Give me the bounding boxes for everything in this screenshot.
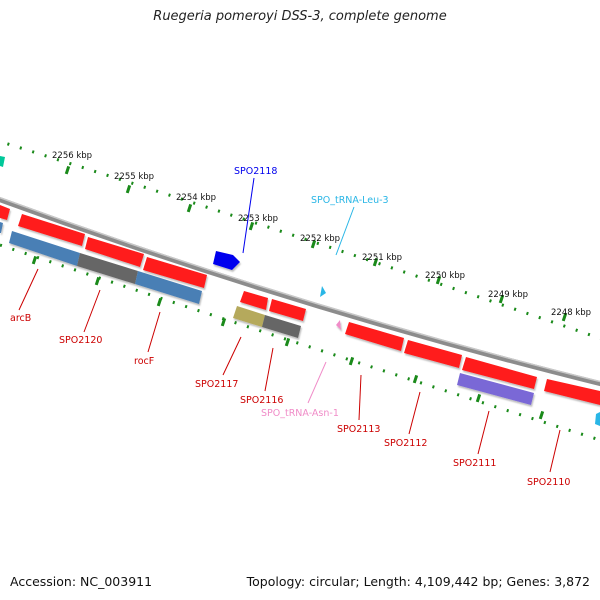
leader-trna-leu3 — [335, 206, 355, 256]
leader-arcb — [18, 268, 39, 311]
inner-tick-6 — [348, 356, 355, 366]
inner-tick-5 — [284, 337, 291, 347]
inner-tick-9 — [538, 410, 545, 420]
label-spo2111[interactable]: SPO2111 — [453, 458, 496, 469]
spo2120-feature-gray[interactable] — [77, 253, 138, 284]
map-title: Ruegeria pomeroyi DSS-3, complete genome — [153, 9, 447, 24]
genome-summary-text: Topology: circular; Length: 4,109,442 bp… — [246, 574, 590, 589]
leader-spo2117 — [222, 336, 242, 376]
leader-spo2111 — [477, 410, 490, 455]
scale-label-2255: 2255 kbp — [114, 172, 154, 182]
label-rocf[interactable]: rocF — [134, 356, 154, 367]
scale-tick-2252 — [310, 239, 317, 249]
spo2117-feature[interactable] — [233, 306, 265, 327]
genome-backbone — [0, 196, 600, 387]
scale-label-2253: 2253 kbp — [238, 214, 278, 224]
gene-spo2116-cds[interactable] — [269, 299, 306, 321]
scale-label-2252: 2252 kbp — [300, 234, 340, 244]
label-spo2112[interactable]: SPO2112 — [384, 438, 427, 449]
gene-rocf-cds[interactable] — [143, 257, 207, 288]
leader-spo2118 — [242, 177, 255, 254]
spo2116-feature[interactable] — [262, 315, 301, 338]
scale-label-2249: 2249 kbp — [488, 290, 528, 300]
scale-label-2248: 2248 kbp — [551, 308, 591, 318]
scale-tick-2250 — [435, 275, 442, 285]
gene-spo2110-cds[interactable] — [544, 379, 600, 405]
label-trna-asn1[interactable]: SPO_tRNA-Asn-1 — [261, 408, 339, 419]
leader-spo2112 — [408, 391, 421, 435]
outer-scale — [0, 139, 600, 340]
trna-leu3-feature[interactable] — [320, 286, 326, 297]
label-trna-leu3[interactable]: SPO_tRNA-Leu-3 — [311, 195, 389, 206]
arcb-feature[interactable] — [0, 222, 3, 233]
gene-spo2117-cds[interactable] — [240, 291, 268, 310]
cyan-gene-edge[interactable] — [595, 412, 600, 426]
inner-tick-8 — [475, 393, 482, 403]
leader-spo2120 — [83, 289, 101, 333]
accession-text: Accession: NC_003911 — [10, 574, 153, 589]
label-spo2116[interactable]: SPO2116 — [240, 395, 283, 406]
leader-spo2110 — [549, 429, 561, 473]
spo2118-gene[interactable] — [213, 251, 240, 270]
scale-label-2251: 2251 kbp — [362, 253, 402, 263]
inner-tick-2 — [94, 276, 101, 286]
label-spo2110[interactable]: SPO2110 — [527, 477, 570, 488]
scale-label-2256: 2256 kbp — [52, 151, 92, 161]
annotation-row — [0, 222, 534, 405]
scale-tick-2256 — [64, 165, 71, 175]
spo2120-feature-blue[interactable] — [9, 231, 80, 266]
inner-tick-4 — [220, 317, 227, 327]
red-gene-row — [0, 205, 600, 405]
leader-spo2116 — [264, 347, 274, 392]
scale-tick-2251 — [372, 257, 379, 267]
inner-scale — [0, 243, 600, 442]
leader-spo2113 — [358, 374, 362, 421]
gene-spo2112-cds[interactable] — [404, 340, 462, 368]
label-spo2120[interactable]: SPO2120 — [59, 335, 102, 346]
label-spo2118[interactable]: SPO2118 — [234, 166, 277, 177]
scale-label-2254: 2254 kbp — [176, 193, 216, 203]
teal-gene-edge[interactable] — [0, 156, 5, 167]
inner-tick-1 — [31, 255, 38, 265]
inner-tick-7 — [412, 374, 419, 384]
label-spo2113[interactable]: SPO2113 — [337, 424, 380, 435]
gene-arcb-prev[interactable] — [0, 205, 10, 220]
leader-trna-asn1 — [307, 361, 327, 404]
gene-spo2111-cds[interactable] — [462, 357, 537, 389]
scale-tick-2254 — [186, 203, 193, 213]
spo2111-feature[interactable] — [457, 373, 534, 405]
scale-tick-2255 — [125, 184, 132, 194]
scale-tick-2253 — [248, 221, 255, 231]
trna-asn1-feature[interactable] — [336, 320, 341, 330]
scale-label-2250: 2250 kbp — [425, 271, 465, 281]
gene-spo2113-cds[interactable] — [345, 322, 404, 351]
gene-spo2121[interactable] — [18, 214, 85, 246]
scale-tick-2249 — [498, 294, 505, 304]
rocf-feature[interactable] — [135, 271, 202, 304]
label-arcb[interactable]: arcB — [10, 313, 31, 324]
leader-rocf — [147, 311, 161, 353]
label-spo2117[interactable]: SPO2117 — [195, 379, 238, 390]
inner-tick-3 — [156, 297, 163, 307]
scale-tick-2248 — [561, 312, 568, 322]
gene-spo2120-cds[interactable] — [85, 237, 144, 267]
